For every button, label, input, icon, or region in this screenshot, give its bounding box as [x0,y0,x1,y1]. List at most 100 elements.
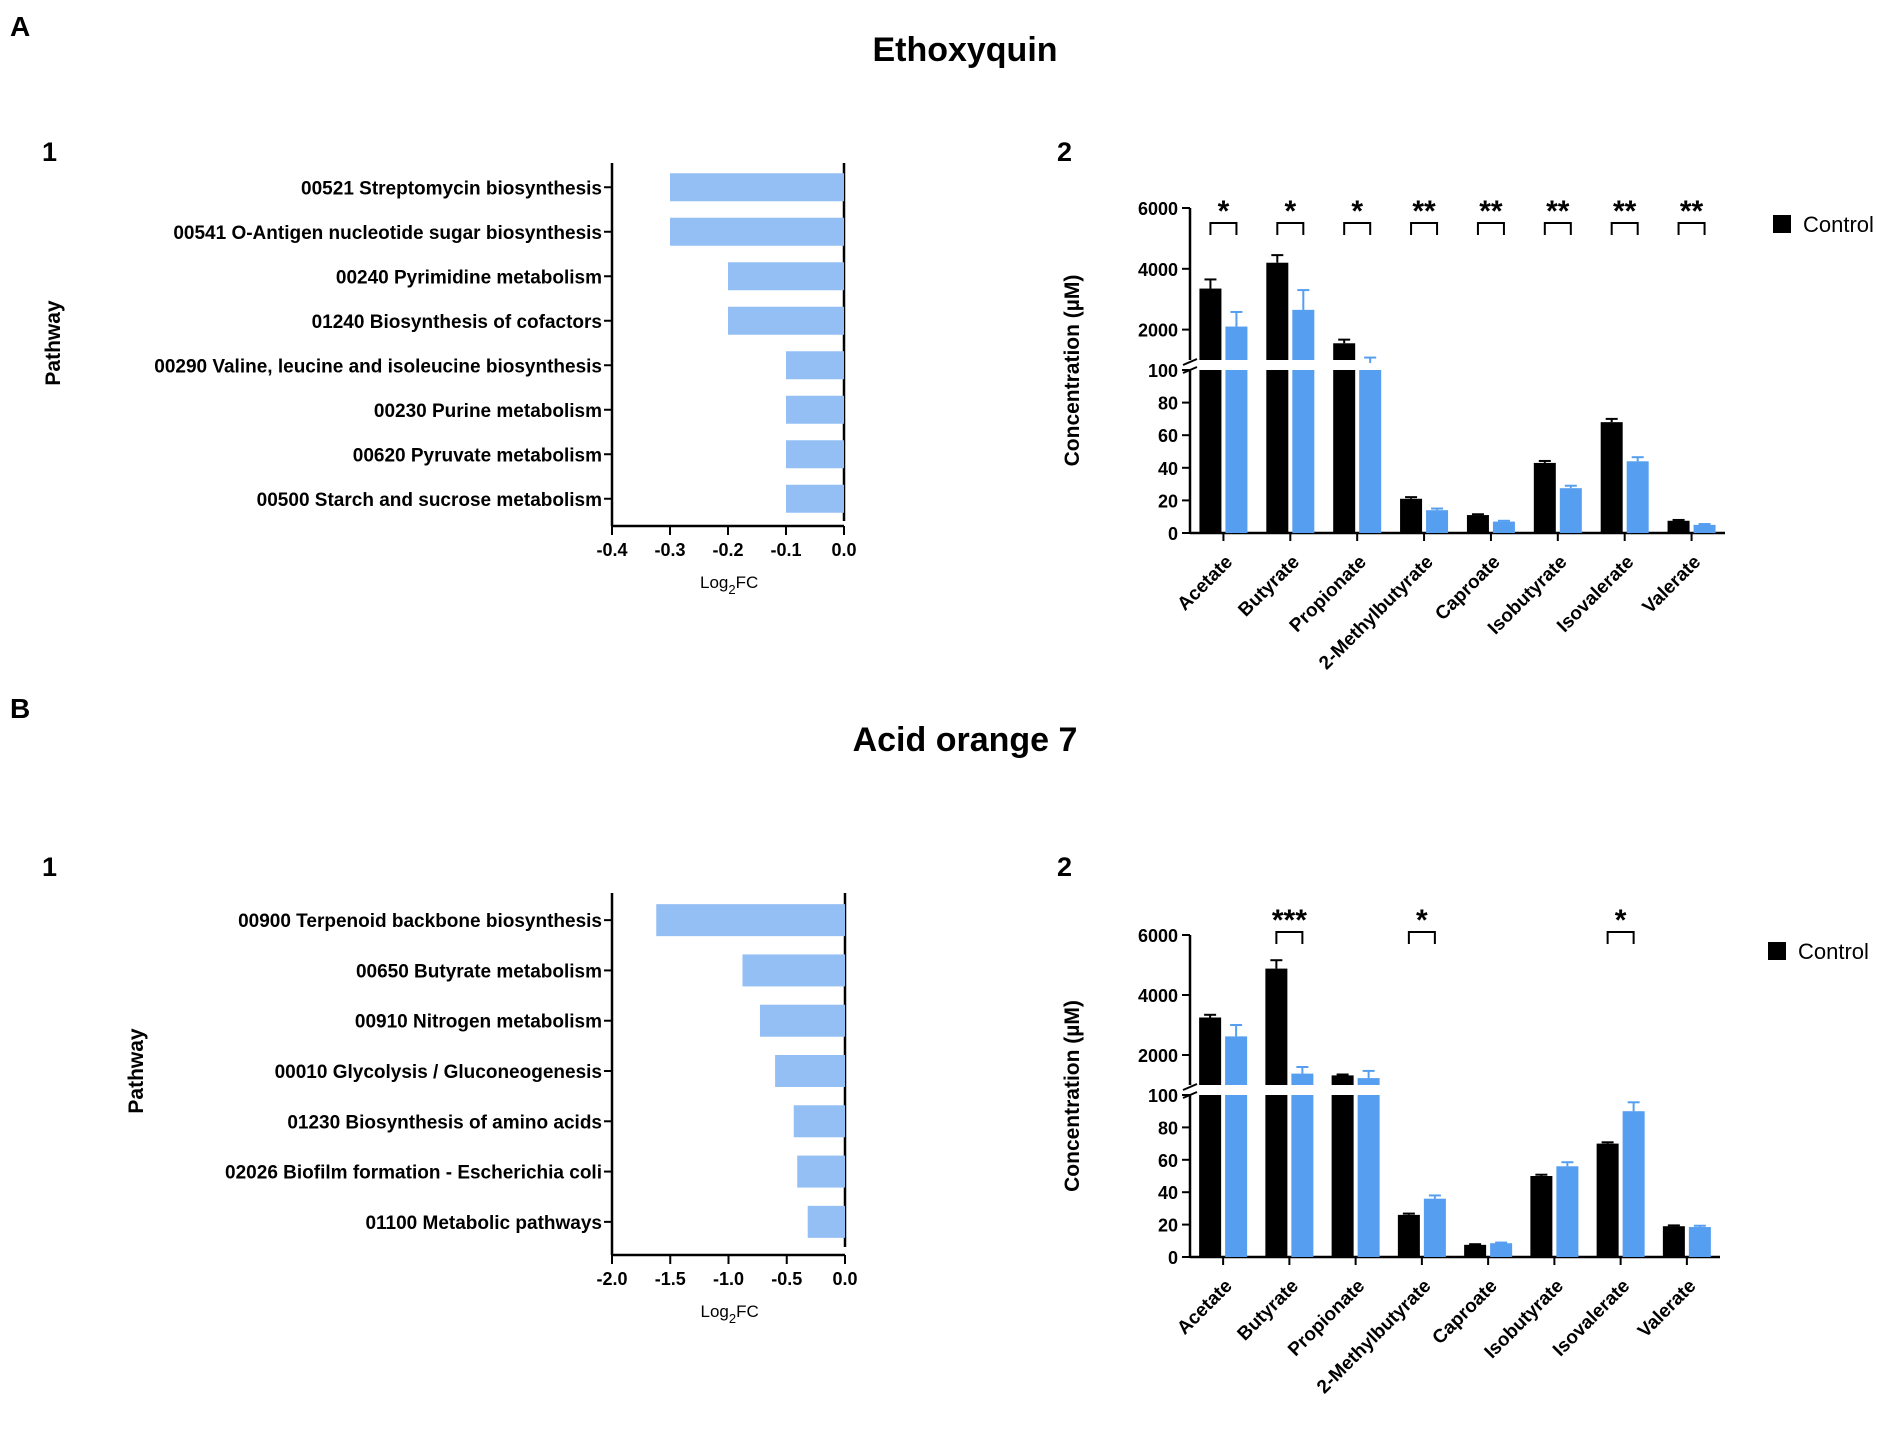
pathway-bar [775,1055,845,1087]
bar-control [1667,520,1690,533]
subpanel-number-a1: 1 [42,137,57,167]
bar-control-lower [1199,370,1222,533]
pathway-label: 01100 Metabolic pathways [365,1213,602,1234]
pathway-bar [742,954,845,987]
significance-bracket [1209,222,1238,235]
bar-control [1596,1143,1619,1257]
pathway-label: 00620 Pyruvate metabolism [353,445,602,466]
pathway-label: 02026 Biofilm formation - Escherichia co… [225,1163,602,1184]
bar-control [1265,968,1288,1085]
bar-treatment-lower [1291,1095,1314,1257]
significance-bracket [1410,222,1439,235]
bar-treatment [1559,488,1582,533]
panel-letter-b: B [10,693,30,724]
x-tick-label: 0.0 [831,540,856,560]
pathway-label: 00541 O-Antigen nucleotide sugar biosynt… [173,223,602,244]
y-tick-label: 4000 [1138,260,1178,280]
pathway-label: 00290 Valine, leucine and isoleucine bio… [154,356,602,377]
significance-bracket [1275,931,1304,944]
category-label: Butyrate [1234,552,1303,621]
pathway-label: 00500 Starch and sucrose metabolism [257,490,602,511]
bar-treatment [1225,326,1248,360]
significance-marker: * [1416,904,1428,937]
y-tick-label: 80 [1158,1118,1178,1138]
significance-bracket [1343,222,1372,235]
bar-treatment [1492,521,1515,533]
y-tick-label: 60 [1158,426,1178,446]
y-tick-label: 6000 [1138,199,1178,219]
significance-marker: ** [1613,195,1637,228]
bar-treatment [1292,309,1315,360]
bar-treatment [1291,1073,1314,1085]
bar-treatment [1626,461,1649,533]
hbar-chart-A1: 00521 Streptomycin biosynthesis 00541 O-A… [42,163,857,597]
pathway-bar [670,173,844,202]
y-axis-label: Concentration (µM) [1061,275,1084,467]
y-tick-label: 40 [1158,1183,1178,1203]
legend-swatch-control [1773,215,1791,233]
bar-treatment-lower [1357,1095,1380,1257]
legend-swatch-control [1768,942,1786,960]
pathway-bar [759,1004,845,1037]
x-tick-label: -0.2 [712,540,743,560]
bar-treatment-lower [1359,370,1382,533]
y-tick-label: 20 [1158,491,1178,511]
y-tick-label: 0 [1168,524,1178,544]
y-tick-label: 6000 [1138,926,1178,946]
y-tick-label: 2000 [1138,321,1178,341]
significance-marker: ** [1412,195,1436,228]
bar-treatment-lower [1225,370,1248,533]
significance-bracket [1677,222,1706,235]
pathway-label: 00650 Butyrate metabolism [356,961,602,982]
pathway-bar [786,351,844,380]
y-axis-label: Pathway [42,300,65,386]
significance-marker: ** [1680,195,1704,228]
significance-bracket [1276,222,1305,235]
pathway-label: 01240 Biosynthesis of cofactors [312,312,602,333]
pathway-label: 00010 Glycolysis / Gluconeogenesis [275,1062,602,1083]
x-tick-label: 0.0 [832,1269,857,1289]
bar-treatment [1622,1111,1645,1257]
pathway-bar [786,440,844,469]
x-tick-label: -0.3 [654,540,685,560]
y-axis-label: Pathway [125,1028,148,1114]
grouped-bar-chart-A2: 0 20 40 60 80 100 2000 4000 6000 Acetate * Butyrate… [1061,195,1874,674]
significance-bracket [1543,222,1572,235]
x-tick-label: -2.0 [596,1269,627,1289]
bar-control [1533,462,1556,533]
bar-control [1199,1017,1222,1085]
subpanel-number-a2: 2 [1057,137,1072,167]
significance-bracket [1610,222,1639,235]
x-tick-label: -1.0 [713,1269,744,1289]
bar-treatment-lower [1292,370,1315,533]
hbar-chart-B1: 00900 Terpenoid backbone biosynthesis 006… [125,893,858,1326]
legend-label: Control [1803,212,1874,237]
bar-treatment [1688,1227,1711,1257]
category-label: Valerate [1639,552,1705,618]
bar-control [1333,343,1356,360]
pathway-label: 00230 Purine metabolism [374,401,602,422]
subpanel-number-b2: 2 [1057,852,1072,882]
x-tick-label: -1.5 [655,1269,686,1289]
bar-treatment [1423,1198,1446,1257]
y-tick-label: 20 [1158,1216,1178,1236]
bar-treatment [1693,524,1716,533]
significance-marker: * [1615,904,1627,937]
category-label: Valerate [1634,1276,1700,1342]
x-tick-label: -0.1 [770,540,801,560]
category-label: Butyrate [1234,1276,1303,1345]
y-tick-label: 40 [1158,459,1178,479]
bar-control [1464,1244,1487,1257]
pathway-bar [728,306,844,335]
x-axis-label: Log2FC [701,1302,759,1326]
pathway-bar [793,1105,845,1138]
panel-letter-a: A [10,11,30,42]
bar-treatment [1490,1243,1513,1257]
x-tick-label: -0.4 [596,540,627,560]
bar-control [1466,515,1489,533]
y-tick-label: 60 [1158,1151,1178,1171]
y-tick-label: 2000 [1138,1046,1178,1066]
pathway-bar [807,1205,845,1238]
